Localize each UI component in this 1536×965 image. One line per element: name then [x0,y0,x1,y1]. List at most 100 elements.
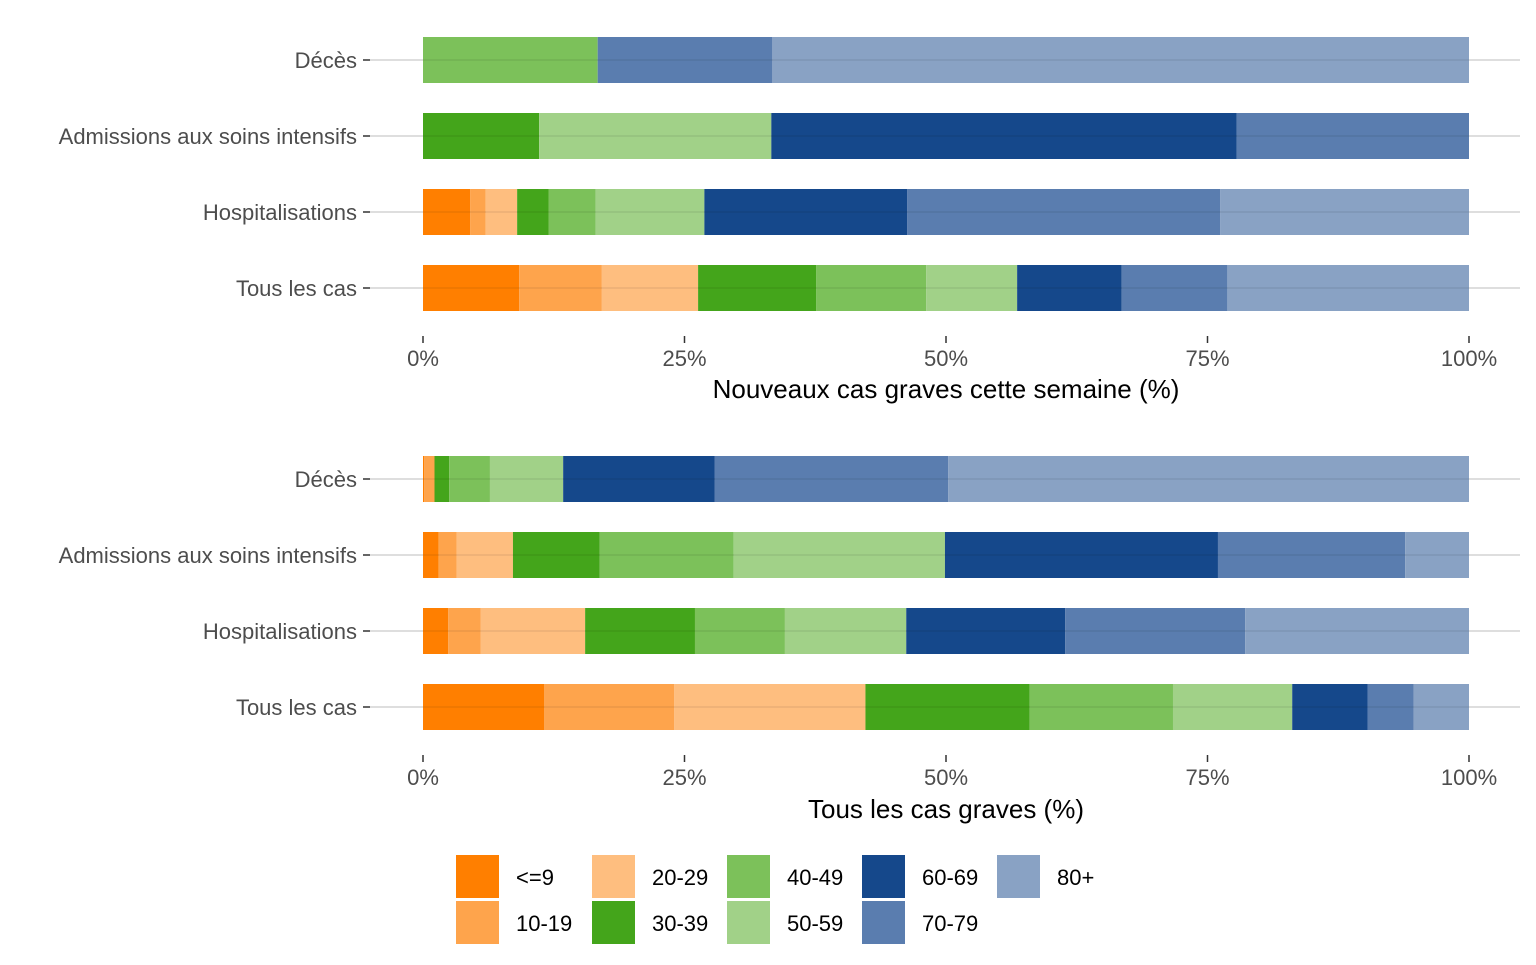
bar-segment [1172,684,1293,730]
bar-segment [599,532,734,578]
bar-segment [485,189,518,235]
bar-segment [423,532,439,578]
bar-segment [784,608,907,654]
bar-segment [865,684,1030,730]
bar-segment [926,265,1018,311]
legend-swatch [997,855,1040,898]
category-label: Tous les cas [236,695,357,720]
x-axis-title: Nouveaux cas graves cette semaine (%) [713,374,1180,404]
x-tick-label: 75% [1185,346,1229,371]
bar-segment [517,189,549,235]
bar-segment [906,608,1066,654]
bar-segment [714,456,949,502]
legend-swatch [862,901,905,944]
bar-segment [449,456,490,502]
x-tick-label: 0% [407,346,439,371]
bar-segment [771,113,1237,159]
bar-segment [548,189,596,235]
legend-label: 50-59 [787,911,843,936]
legend-swatch [592,901,635,944]
bar-segment [480,608,586,654]
bar-segment [470,189,486,235]
x-tick-label: 75% [1185,765,1229,790]
bar-segment [423,456,425,502]
legend-label: 20-29 [652,865,708,890]
bar-segment [704,189,908,235]
bar-segment [544,684,675,730]
bar-segment [698,265,817,311]
bar-segment [1236,113,1469,159]
bar-segment [434,456,450,502]
category-label: Admissions aux soins intensifs [59,543,357,568]
bar-segment [595,189,705,235]
bar-segment [539,113,772,159]
category-label: Décès [295,467,357,492]
bar-segment [448,608,481,654]
bar-segment [1367,684,1414,730]
bar-segment [512,532,600,578]
x-tick-label: 50% [924,765,968,790]
legend-label: 70-79 [922,911,978,936]
category-label: Décès [295,48,357,73]
bar-segment [423,189,471,235]
legend-swatch [456,855,499,898]
bar-segment [1245,608,1469,654]
x-tick-label: 100% [1441,765,1497,790]
bar-segment [423,684,545,730]
bar-segment [424,456,435,502]
x-axis-title: Tous les cas graves (%) [808,794,1084,824]
bar-segment [674,684,866,730]
x-tick-label: 0% [407,765,439,790]
bar-segment [733,532,945,578]
bar-segment [1405,532,1469,578]
bar-segment [1413,684,1469,730]
legend-label: 80+ [1057,865,1094,890]
bar-segment [694,608,785,654]
legend-label: 40-49 [787,865,843,890]
bar-segment [944,532,1218,578]
category-label: Hospitalisations [203,619,357,644]
category-label: Admissions aux soins intensifs [59,124,357,149]
x-tick-label: 50% [924,346,968,371]
bar-segment [456,532,513,578]
bar-segment [519,265,602,311]
bar-segment [1121,265,1228,311]
bar-segment [601,265,699,311]
bar-segment [423,113,540,159]
bar-segment [948,456,1469,502]
bar-segment [1292,684,1368,730]
legend-swatch [727,855,770,898]
bar-segment [1029,684,1173,730]
bar-segment [489,456,564,502]
bar-segment [816,265,927,311]
legend-label: <=9 [516,865,554,890]
bar-segment [423,37,598,83]
bar-segment [597,37,773,83]
bar-segment [772,37,1469,83]
legend-label: 60-69 [922,865,978,890]
bar-segment [1065,608,1246,654]
bar-segment [1217,532,1406,578]
legend-label: 10-19 [516,911,572,936]
x-tick-label: 25% [662,346,706,371]
bar-segment [1220,189,1469,235]
legend-swatch [727,901,770,944]
bar-segment [907,189,1221,235]
bar-segment [1017,265,1122,311]
legend-label: 30-39 [652,911,708,936]
bar-segment [563,456,715,502]
bar-segment [438,532,457,578]
legend-swatch [592,855,635,898]
bar-segment [423,608,449,654]
x-tick-label: 25% [662,765,706,790]
category-label: Tous les cas [236,276,357,301]
x-tick-label: 100% [1441,346,1497,371]
legend-swatch [862,855,905,898]
legend-swatch [456,901,499,944]
bar-segment [1227,265,1469,311]
category-label: Hospitalisations [203,200,357,225]
bar-segment [423,265,520,311]
bar-segment [585,608,695,654]
